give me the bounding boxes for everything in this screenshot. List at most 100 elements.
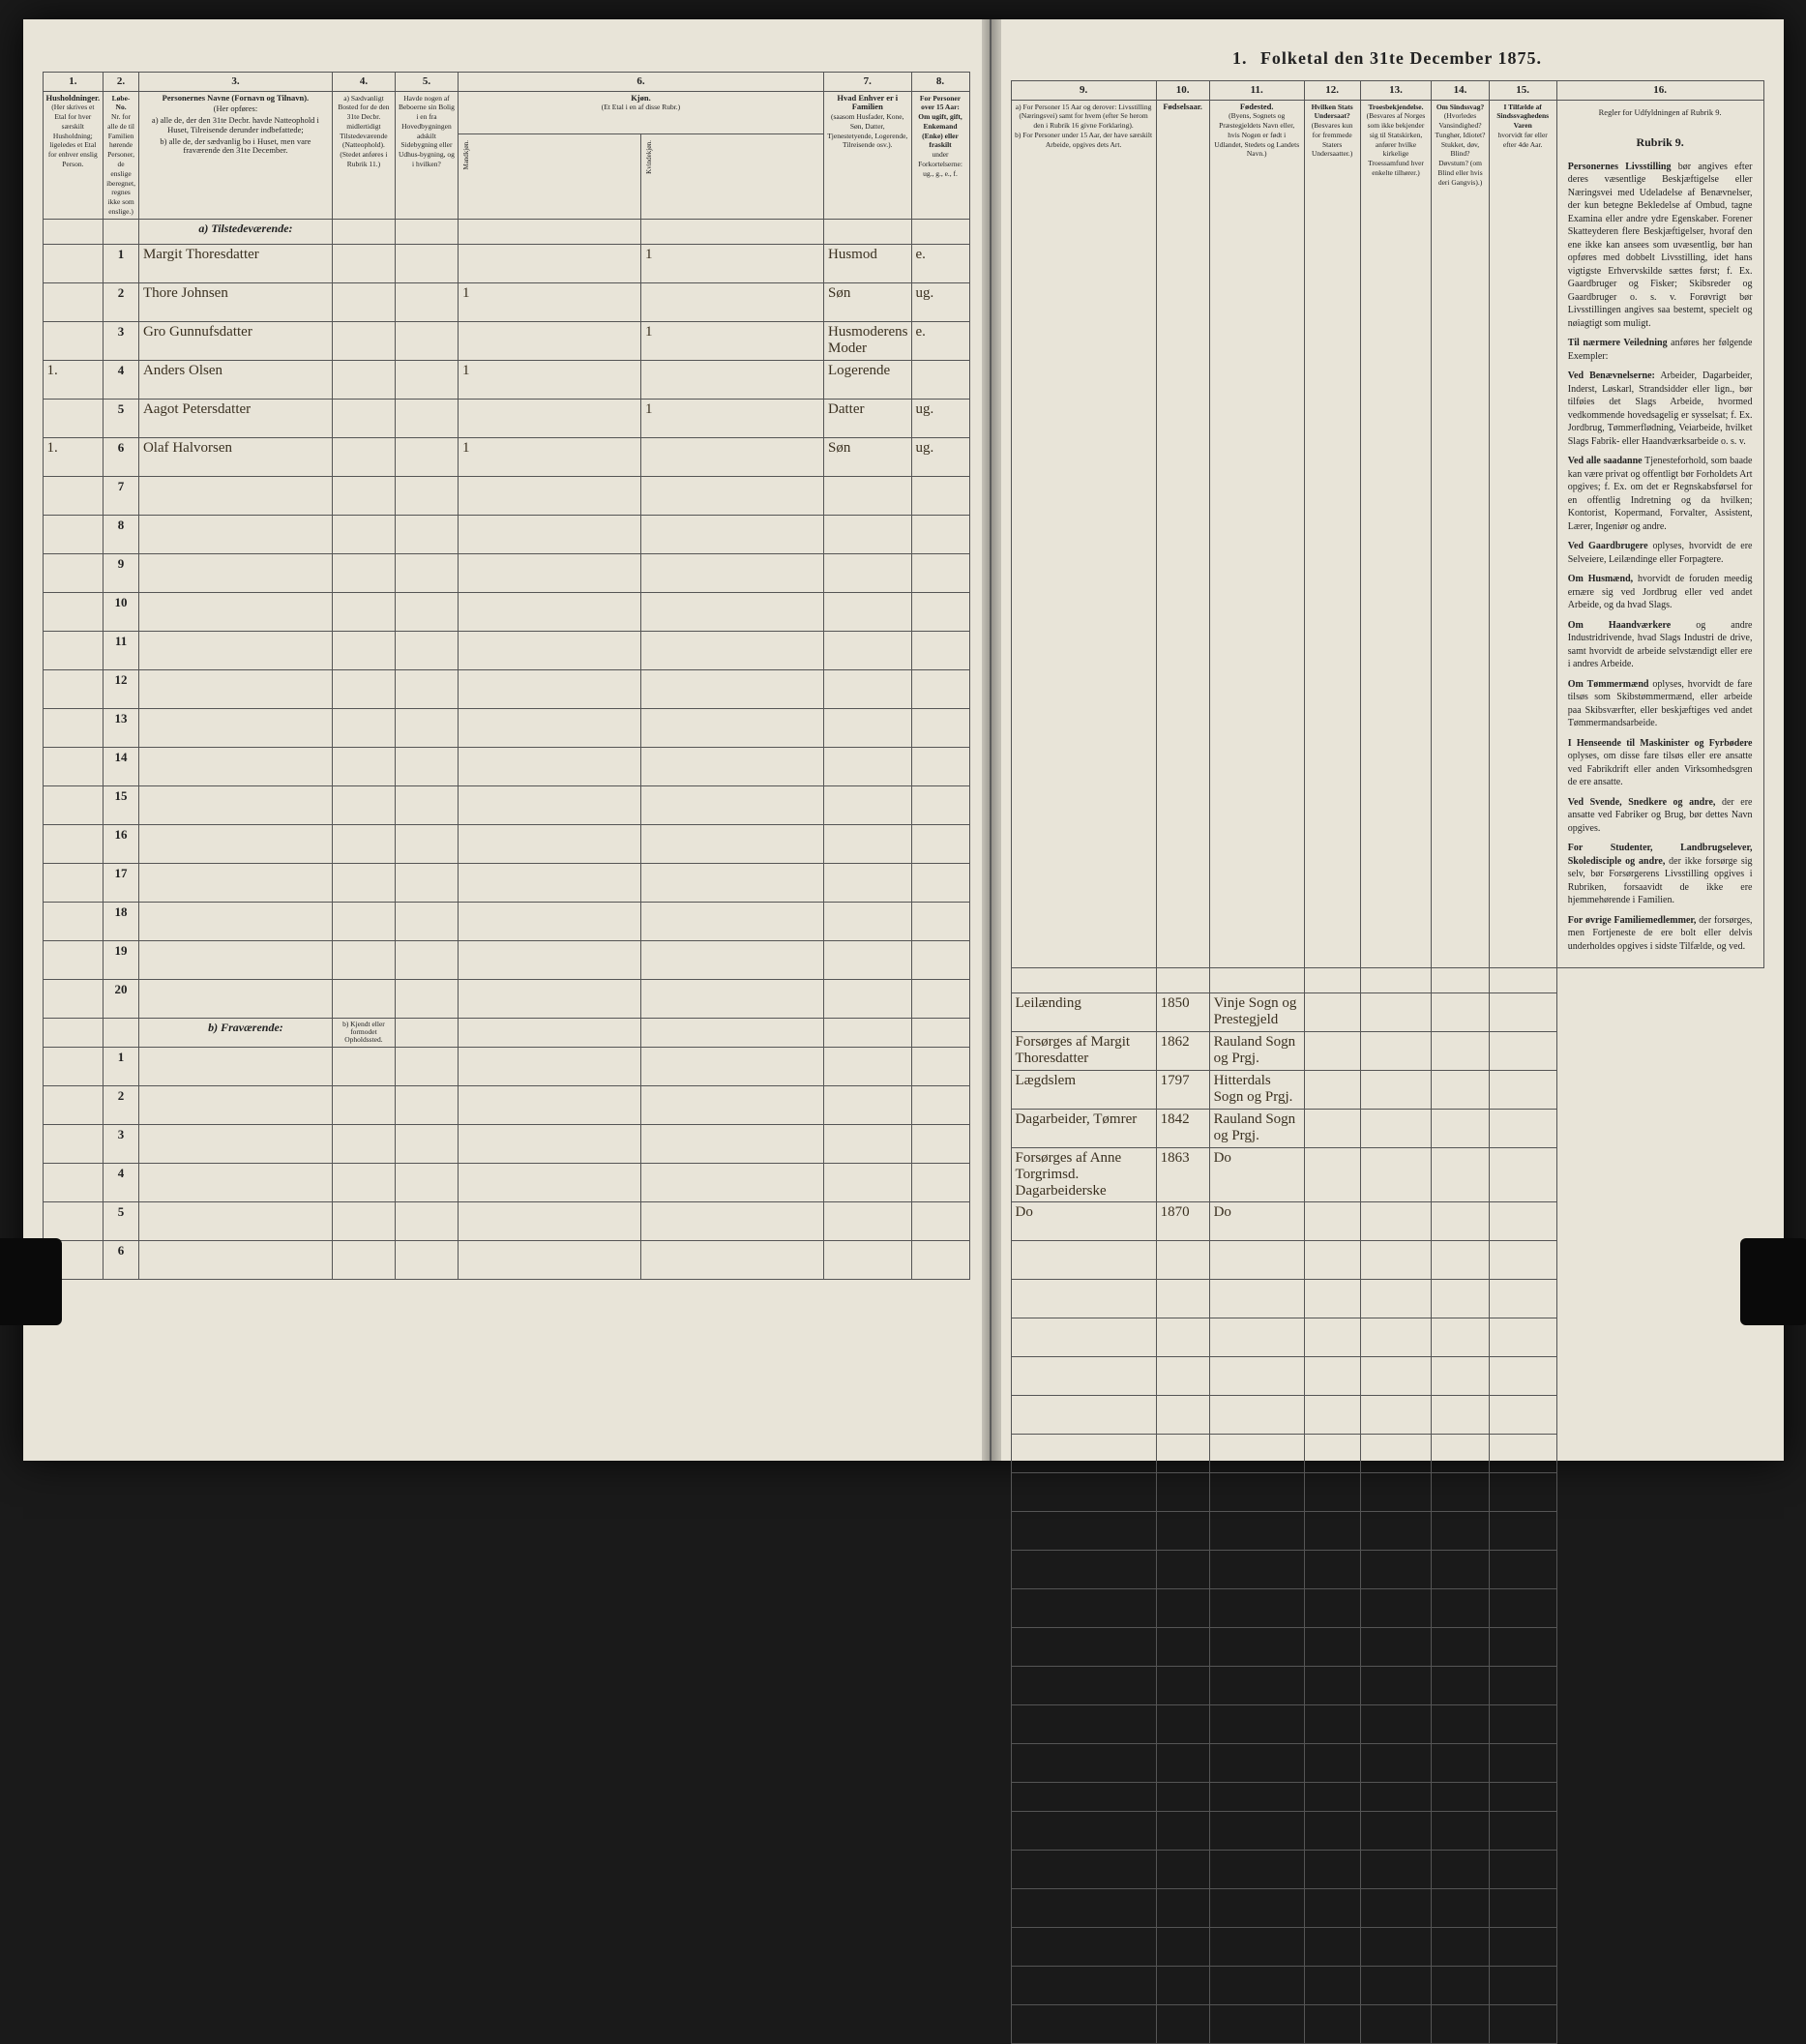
table-row: 13 <box>43 708 969 747</box>
cell <box>1432 1241 1489 1280</box>
cell <box>1209 1928 1304 1967</box>
cell <box>458 1124 640 1163</box>
table-row: 19 <box>43 940 969 979</box>
cell <box>1360 1435 1432 1473</box>
cell <box>1432 1889 1489 1928</box>
cell-num: 8 <box>104 515 139 553</box>
cell <box>640 940 823 979</box>
cell-hh: 1. <box>43 437 104 476</box>
cell <box>1304 1783 1360 1812</box>
cell <box>911 979 969 1018</box>
cell-c4 <box>332 360 395 399</box>
cell-hh <box>43 244 104 282</box>
table-row: 5 <box>43 1201 969 1240</box>
cell <box>43 1124 104 1163</box>
cell <box>332 785 395 824</box>
cell <box>911 785 969 824</box>
cell-hh <box>43 321 104 360</box>
cell <box>640 515 823 553</box>
cell <box>1489 1928 1556 1967</box>
cell-c12 <box>1304 1110 1360 1148</box>
cell <box>824 940 912 979</box>
cell <box>1304 1667 1360 1705</box>
cell <box>1432 1396 1489 1435</box>
head-c6k: Kvindekjøn. <box>640 134 823 219</box>
cell-fam: Husmoderens Moder <box>824 321 912 360</box>
cell <box>138 1163 332 1201</box>
cell <box>458 1201 640 1240</box>
cell <box>824 824 912 863</box>
cell <box>1156 1512 1209 1551</box>
cell <box>911 592 969 631</box>
cell <box>395 979 458 1018</box>
cell-num: 13 <box>104 708 139 747</box>
cell-num: 17 <box>104 863 139 902</box>
cell-c14 <box>1432 1110 1489 1148</box>
cell <box>1432 1783 1489 1812</box>
cell-c5 <box>395 321 458 360</box>
cell <box>1432 1744 1489 1783</box>
cell <box>824 1047 912 1085</box>
table-row: 16 <box>43 824 969 863</box>
census-book: 1. 2. 3. 4. 5. 6. 7. 8. Husholdninger. (… <box>23 19 1784 1461</box>
cell <box>1156 1812 1209 1851</box>
cell <box>1011 1318 1156 1357</box>
cell <box>911 747 969 785</box>
cell-num: 12 <box>104 669 139 708</box>
cell <box>43 902 104 940</box>
cell <box>332 1047 395 1085</box>
cell <box>911 553 969 592</box>
colnum-4: 4. <box>332 73 395 92</box>
head-c11: Fødested. (Byens, Sognets og Præstegjeld… <box>1209 100 1304 967</box>
table-row: Dagarbeider, Tømrer1842Rauland Sogn og P… <box>1011 1110 1763 1148</box>
cell-num: 2 <box>104 282 139 321</box>
cell <box>43 979 104 1018</box>
cell <box>1011 1889 1156 1928</box>
cell <box>138 592 332 631</box>
cell-c12 <box>1304 1071 1360 1110</box>
cell <box>1156 1589 1209 1628</box>
cell <box>332 708 395 747</box>
cell <box>1489 1396 1556 1435</box>
cell-c5 <box>395 399 458 437</box>
cell-m <box>458 244 640 282</box>
cell-year: 1870 <box>1156 1202 1209 1241</box>
cell <box>1011 1357 1156 1396</box>
cell <box>43 863 104 902</box>
cell <box>1011 968 1156 993</box>
clip-right <box>1740 1238 1806 1325</box>
colnum-16: 16. <box>1556 81 1763 101</box>
cell-place: Hitterdals Sogn og Prgj. <box>1209 1071 1304 1110</box>
cell-c4 <box>332 321 395 360</box>
cell <box>458 476 640 515</box>
cell <box>458 1018 640 1047</box>
cell <box>332 219 395 244</box>
cell-c15 <box>1489 1202 1556 1241</box>
cell <box>43 1201 104 1240</box>
cell <box>1209 2005 1304 2044</box>
table-row <box>1011 1473 1763 1512</box>
cell <box>332 631 395 669</box>
table-row <box>1011 1280 1763 1318</box>
cell-name: Margit Thoresdatter <box>138 244 332 282</box>
table-row <box>1011 1851 1763 1889</box>
cell <box>1432 1280 1489 1318</box>
cell <box>824 902 912 940</box>
cell-occ: Forsørges af Anne Torgrimsd. Dagarbeider… <box>1011 1148 1156 1202</box>
cell-year: 1862 <box>1156 1032 1209 1071</box>
cell <box>138 747 332 785</box>
cell-num: 4 <box>104 1163 139 1201</box>
cell-c5 <box>395 282 458 321</box>
cell <box>1360 1812 1432 1851</box>
cell <box>1209 1512 1304 1551</box>
cell-c13 <box>1360 993 1432 1032</box>
cell <box>43 785 104 824</box>
cell <box>640 708 823 747</box>
cell <box>1360 1551 1432 1589</box>
cell <box>1360 1967 1432 2005</box>
colnum-15: 15. <box>1489 81 1556 101</box>
cell-c14 <box>1432 1032 1489 1071</box>
table-row: 10 <box>43 592 969 631</box>
cell-c14 <box>1432 1071 1489 1110</box>
cell <box>1209 1551 1304 1589</box>
